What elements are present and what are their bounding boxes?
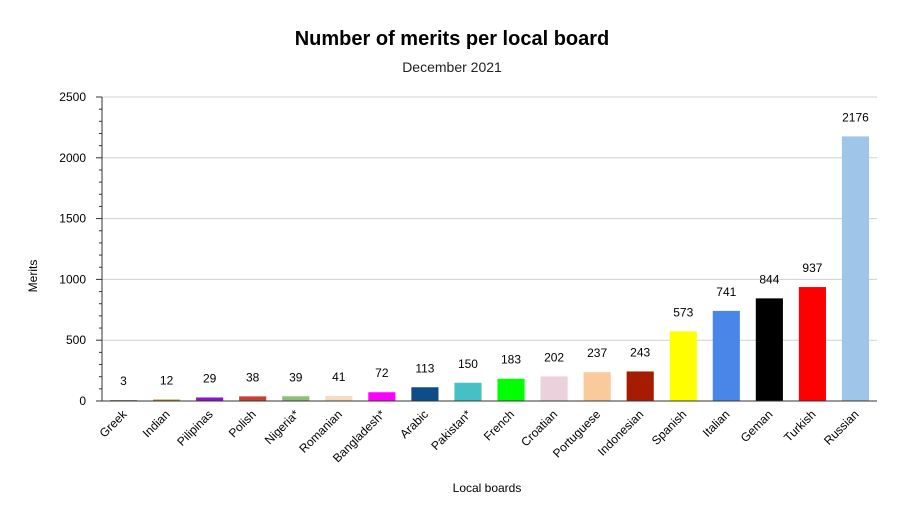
data-label: 39 [289, 370, 303, 384]
x-tick-label: Croatian [518, 407, 560, 449]
bar-spanish [669, 331, 697, 401]
y-axis-label: Merits [26, 260, 40, 293]
y-tick-label: 2500 [59, 90, 86, 104]
x-tick-label: Indonesian [595, 407, 646, 458]
bar-arabic [411, 387, 439, 401]
bar-romanian [325, 396, 353, 401]
data-label: 150 [458, 357, 478, 371]
bar-turkish [798, 287, 826, 401]
bar-indian [153, 399, 181, 401]
x-tick-label: Polish [226, 407, 259, 440]
x-tick-label: Nigeria* [262, 407, 302, 447]
x-axis: Greek Indian Pilipinas Polish Nigeria*Romani… [97, 400, 877, 465]
data-label: 183 [501, 353, 521, 367]
x-tick-label: Greek [97, 407, 131, 441]
x-tick-label: Russian [821, 407, 862, 448]
data-label: 741 [716, 285, 736, 299]
bar-polish [239, 396, 267, 401]
bars [109, 136, 870, 401]
bar-indonesian [626, 371, 654, 401]
data-label: 202 [544, 350, 564, 364]
bar-italian [712, 310, 740, 401]
bar-french [497, 378, 525, 401]
x-tick-label: Pilipinas [174, 407, 216, 449]
y-tick-label: 1500 [59, 212, 86, 226]
data-label: 38 [246, 370, 260, 384]
bar-geman [755, 298, 783, 401]
bar-portuguese [583, 372, 611, 401]
data-label: 937 [802, 261, 822, 275]
bar-russian [841, 136, 870, 401]
x-tick-label: Pakistan* [428, 407, 474, 453]
data-labels: 3 12 29 38 39 41 72 113 150 183 202 237 243 573 741 844… [120, 110, 869, 388]
data-label: 2176 [842, 110, 869, 124]
y-tick-label: 500 [66, 333, 86, 347]
data-label: 41 [332, 370, 346, 384]
bar-pilipinas [196, 397, 224, 401]
bar-pakistan [454, 382, 482, 401]
x-tick-label: Geman [738, 407, 776, 445]
x-tick-label: Italian [700, 407, 733, 440]
x-tick-label: French [481, 407, 517, 443]
x-axis-label: Local boards [453, 481, 522, 495]
data-label: 844 [759, 272, 779, 286]
y-tick-label: 0 [79, 394, 86, 408]
gridlines [102, 96, 877, 341]
x-tick-label: Indian [140, 407, 173, 440]
y-tick-label: 1000 [59, 272, 86, 286]
y-tick-label: 2000 [59, 151, 86, 165]
data-label: 3 [120, 374, 127, 388]
x-tick-label: Arabic [397, 407, 431, 441]
y-axis: 0 500 1000 1500 2000 2500 [59, 90, 103, 408]
bar-bangladesh [368, 392, 396, 401]
chart-subtitle: December 2021 [402, 59, 502, 75]
data-label: 243 [630, 345, 650, 359]
bar-nigeria [282, 396, 310, 401]
data-label: 113 [415, 361, 434, 375]
data-label: 72 [375, 366, 389, 380]
bar-croatian [540, 376, 568, 401]
chart-title: Number of merits per local board [295, 28, 610, 50]
data-label: 12 [160, 374, 174, 388]
data-label: 29 [203, 371, 217, 385]
x-tick-label: Spanish [649, 407, 690, 448]
data-label: 237 [587, 346, 607, 360]
x-tick-label: Turkish [781, 407, 818, 444]
data-label: 573 [673, 305, 693, 319]
